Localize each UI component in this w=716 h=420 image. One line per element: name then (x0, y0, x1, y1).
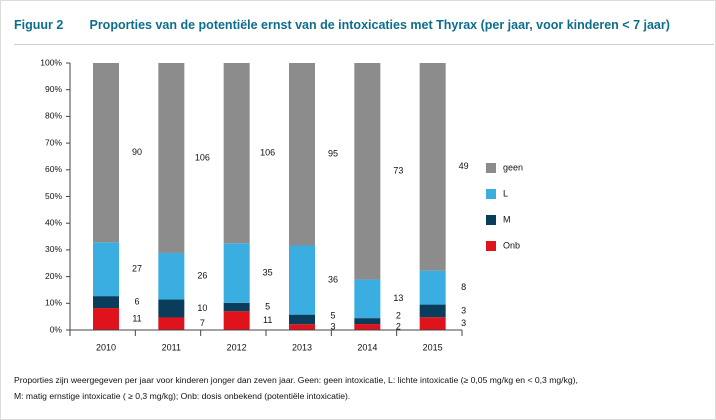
bar-segment-onb-2011 (158, 317, 185, 330)
bar-segment-m-2012 (223, 302, 250, 312)
y-tick-label: 90% (45, 84, 62, 94)
y-tick-label: 70% (45, 137, 62, 147)
bar-segment-geen-2010 (93, 63, 119, 243)
count-label-geen-2012: 106 (260, 148, 275, 158)
count-label-geen-2013: 95 (328, 149, 338, 159)
count-label-l-2011: 26 (197, 271, 207, 281)
x-tick-label: 2010 (96, 342, 116, 352)
x-tick-label: 2015 (423, 342, 443, 352)
bar-segment-onb-2014 (354, 324, 381, 330)
x-tick-label: 2013 (292, 342, 312, 352)
footnote-line-2: M: matig ernstige intoxicatie ( ≥ 0,3 mg… (14, 391, 351, 401)
header-divider (14, 44, 714, 45)
bar-segment-l-2011 (158, 252, 185, 300)
y-tick-label: 40% (45, 217, 62, 227)
bar-segment-l-2013 (289, 245, 315, 315)
y-tick-label: 10% (45, 298, 62, 308)
x-tick-label: 2014 (357, 342, 377, 352)
bar-segment-l-2014 (354, 279, 381, 319)
bar-segment-geen-2014 (354, 63, 381, 280)
count-label-geen-2015: 49 (459, 161, 469, 171)
count-label-m-2012: 5 (265, 301, 270, 311)
legend-swatch-m (486, 215, 496, 225)
footnote: Proporties zijn weergegeven per jaar voo… (14, 372, 704, 404)
bar-segment-geen-2013 (289, 63, 315, 246)
count-label-m-2015: 3 (461, 305, 466, 315)
count-label-onb-2015: 3 (461, 318, 466, 328)
y-tick-label: 100% (40, 57, 62, 67)
legend-label-m: M (503, 214, 511, 224)
count-label-onb-2011: 7 (200, 318, 205, 328)
legend-label-onb: Onb (503, 240, 520, 250)
bar-segment-m-2010 (93, 296, 119, 309)
bar-segment-m-2014 (354, 318, 381, 325)
figure-label: Figuur 2 (14, 18, 64, 32)
count-label-l-2012: 35 (263, 267, 273, 277)
count-label-geen-2014: 73 (393, 166, 403, 176)
count-label-onb-2014: 2 (396, 321, 401, 331)
bar-segment-l-2015 (419, 270, 446, 305)
count-label-l-2010: 27 (132, 264, 142, 274)
bar-segment-onb-2013 (289, 324, 315, 330)
bar-segment-l-2012 (223, 243, 250, 303)
count-label-onb-2012: 11 (263, 315, 272, 325)
footnote-line-1: Proporties zijn weergegeven per jaar voo… (14, 375, 578, 385)
count-label-geen-2010: 90 (132, 147, 142, 157)
x-tick-label: 2011 (162, 342, 181, 352)
bar-segment-onb-2015 (419, 317, 446, 330)
bar-segment-m-2011 (158, 299, 185, 318)
count-label-onb-2013: 3 (330, 321, 335, 331)
bar-segment-geen-2011 (158, 63, 185, 253)
bar-segment-onb-2010 (93, 308, 119, 330)
y-tick-label: 80% (45, 111, 62, 121)
bar-segment-geen-2015 (419, 63, 446, 271)
bar-segment-onb-2012 (223, 311, 250, 330)
y-tick-label: 30% (45, 244, 62, 254)
legend-label-geen: geen (503, 162, 523, 172)
bar-segment-geen-2012 (223, 63, 250, 244)
count-label-l-2015: 8 (461, 282, 466, 292)
figure-header: Figuur 2 Proporties van de potentiële er… (14, 18, 670, 38)
count-label-onb-2010: 11 (132, 313, 141, 323)
x-tick-label: 2012 (227, 342, 247, 352)
count-label-l-2014: 13 (393, 293, 403, 303)
count-label-m-2010: 6 (134, 296, 139, 306)
stacked-bar-chart: 0%10%20%30%40%50%60%70%80%90%100% 116279… (40, 57, 523, 352)
x-axis: 2010 2011 2012 2013 2014 2015 (69, 329, 463, 352)
legend-swatch-l (486, 189, 496, 199)
bar-segment-l-2010 (93, 242, 119, 297)
count-label-geen-2011: 106 (195, 152, 210, 162)
count-label-m-2014: 2 (396, 310, 401, 320)
figure-title: Proporties van de potentiële ernst van d… (89, 18, 670, 32)
legend-swatch-geen (486, 163, 496, 173)
count-label-l-2013: 36 (328, 274, 338, 284)
legend-swatch-onb (486, 241, 496, 251)
count-label-m-2011: 10 (197, 303, 207, 313)
y-axis: 0% 10% 20% 30% 40% 50% 60% 70% 80% 90% 100% (40, 57, 71, 334)
y-tick-label: 60% (45, 164, 62, 174)
legend: geen L M Onb (486, 162, 523, 251)
bar-segment-m-2015 (419, 304, 446, 318)
legend-label-l: L (503, 188, 508, 198)
bar-segment-m-2013 (289, 314, 315, 325)
count-label-m-2013: 5 (330, 310, 335, 320)
y-tick-label: 20% (45, 271, 62, 281)
y-tick-label: 50% (45, 191, 62, 201)
bars (93, 63, 446, 330)
y-tick-label: 0% (50, 324, 63, 334)
